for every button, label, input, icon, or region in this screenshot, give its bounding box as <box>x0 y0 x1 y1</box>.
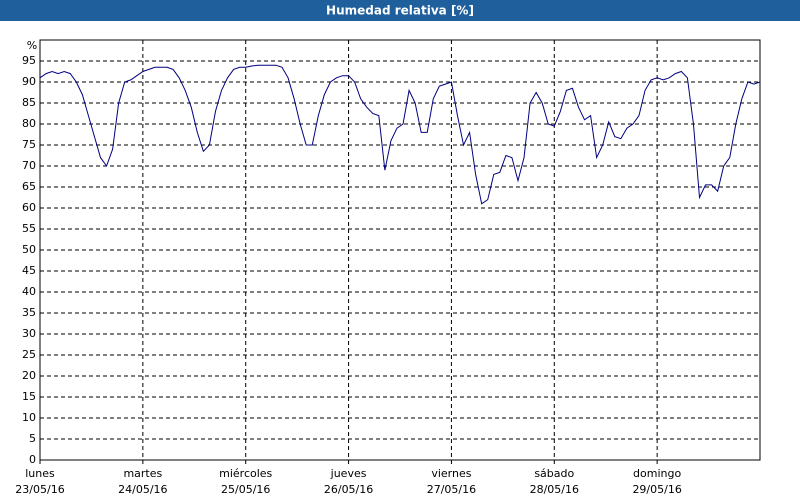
y-tick-label: 50 <box>22 243 36 256</box>
y-tick-label: 30 <box>22 327 36 340</box>
x-tick-date: 29/05/16 <box>632 483 681 496</box>
y-tick-label: 80 <box>22 117 36 130</box>
y-tick-label: 60 <box>22 201 36 214</box>
chart-title: Humedad relativa [%] <box>326 4 474 18</box>
x-tick-date: 23/05/16 <box>15 483 64 496</box>
y-tick-label: 40 <box>22 285 36 298</box>
x-tick-date: 24/05/16 <box>118 483 167 496</box>
y-tick-label: 15 <box>22 390 36 403</box>
y-tick-label: 10 <box>22 411 36 424</box>
x-tick-weekday: martes <box>123 467 162 480</box>
y-tick-label: 65 <box>22 180 36 193</box>
x-tick-date: 25/05/16 <box>221 483 270 496</box>
y-tick-label: 25 <box>22 348 36 361</box>
x-tick-date: 26/05/16 <box>324 483 373 496</box>
y-tick-label: 95 <box>22 54 36 67</box>
y-axis-label: % <box>27 39 37 52</box>
y-tick-label: 20 <box>22 369 36 382</box>
y-tick-label: 55 <box>22 222 36 235</box>
y-tick-label: 0 <box>29 453 36 466</box>
y-tick-label: 5 <box>29 432 36 445</box>
x-tick-date: 27/05/16 <box>427 483 476 496</box>
data-line <box>39 64 761 205</box>
x-tick-date: 28/05/16 <box>530 483 579 496</box>
x-tick-weekday: jueves <box>330 467 367 480</box>
y-tick-label: 85 <box>22 96 36 109</box>
y-tick-label: 70 <box>22 159 36 172</box>
y-tick-label: 90 <box>22 75 36 88</box>
x-tick-weekday: miércoles <box>219 467 272 480</box>
x-tick-weekday: sábado <box>534 467 574 480</box>
x-tick-weekday: domingo <box>633 467 681 480</box>
y-tick-label: 75 <box>22 138 36 151</box>
x-tick-weekday: viernes <box>431 467 471 480</box>
y-tick-label: 45 <box>22 264 36 277</box>
x-tick-weekday: lunes <box>25 467 55 480</box>
title-bar <box>0 0 800 21</box>
plot-frame <box>39 39 761 461</box>
y-tick-label: 35 <box>22 306 36 319</box>
